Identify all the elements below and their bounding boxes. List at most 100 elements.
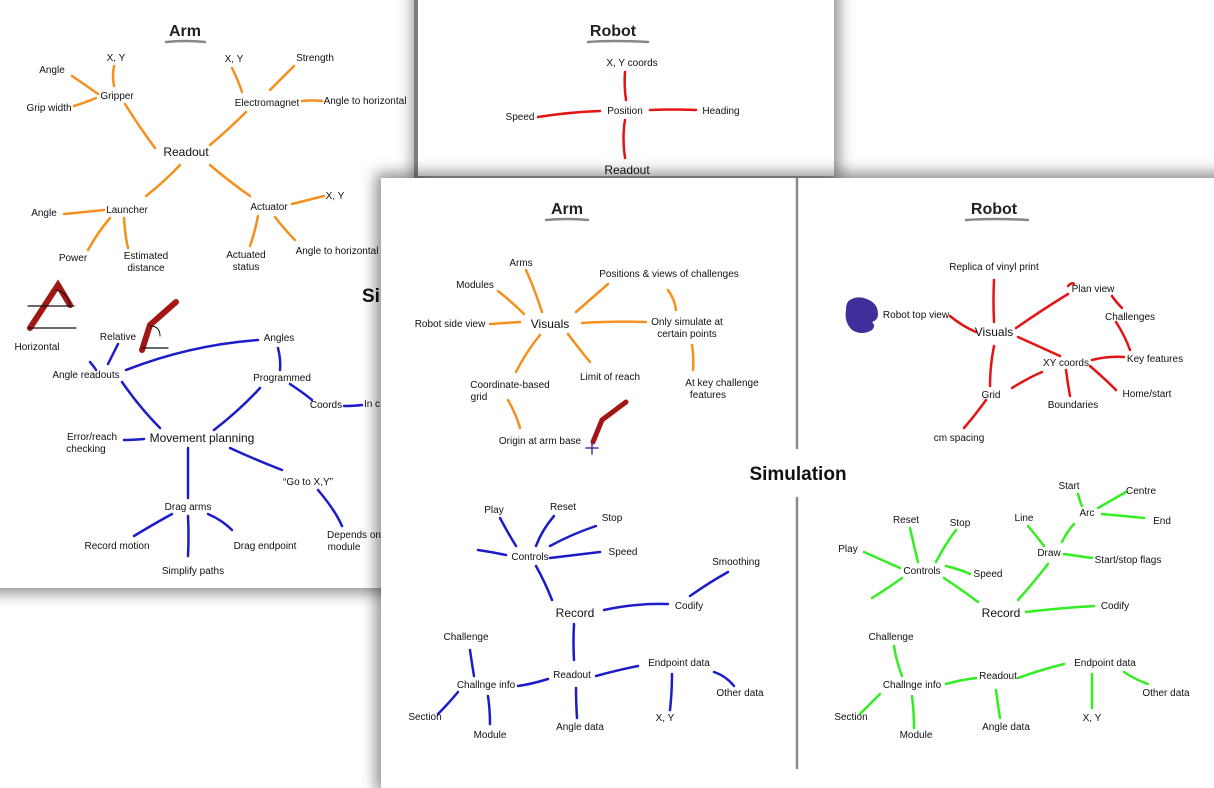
label: Drag endpoint [234, 541, 297, 552]
label: Angle to horizontal [324, 96, 407, 107]
position-branches [536, 70, 698, 160]
arm-title: Arm [551, 201, 583, 218]
readout-branches [62, 64, 326, 252]
label: Angle to horizontal [296, 246, 379, 257]
label: Centre [1126, 486, 1156, 497]
label: Heading [702, 106, 739, 117]
label: Plan view [1072, 284, 1116, 295]
label: Coordinate-based [470, 380, 550, 391]
label: X, Y [1083, 713, 1102, 724]
label: Angle data [982, 722, 1030, 733]
label: checking [66, 444, 105, 455]
label: Gripper [100, 91, 134, 102]
label: Endpoint data [1074, 658, 1136, 669]
label: Controls [511, 552, 548, 563]
label: Record [982, 606, 1021, 620]
label: distance [127, 263, 165, 274]
back-right-sheet: Robot X, Y coords Position Speed Heading… [418, 0, 834, 176]
label: Codify [675, 601, 703, 612]
label: Start/stop flags [1095, 555, 1162, 566]
label: X, Y [107, 53, 126, 64]
label: XY coords [1043, 358, 1089, 369]
sheet-title: Robot [590, 23, 637, 40]
partial-title: Si [362, 286, 380, 307]
label: Coords [310, 400, 342, 411]
label: Actuated [226, 250, 265, 261]
label: Smoothing [712, 557, 760, 568]
label: Other data [1142, 688, 1190, 699]
label: Boundaries [1048, 400, 1099, 411]
arm-record-labels: Record Controls Play Reset Stop Speed Sm… [408, 502, 764, 741]
label: Robot side view [415, 319, 486, 330]
label: Stop [602, 513, 623, 524]
label: Record [556, 606, 595, 620]
label: Angle [31, 208, 57, 219]
label: cm spacing [934, 433, 985, 444]
label: X, Y [326, 191, 345, 202]
label: In c [364, 399, 380, 410]
label: Line [1015, 513, 1034, 524]
arm-record-branches [436, 514, 736, 726]
label: At key challenge [685, 378, 759, 389]
arm-angle-sketch-icon [27, 279, 77, 331]
robot-record-branches [858, 490, 1150, 730]
center-title: Simulation [749, 464, 846, 485]
label: Grip width [26, 103, 71, 114]
label: Limit of reach [580, 372, 640, 383]
label: features [690, 390, 726, 401]
arm-origin-sketch-icon [585, 399, 629, 455]
label: Readout [604, 163, 650, 176]
label: Estimated [124, 251, 168, 262]
label: Replica of vinyl print [949, 262, 1039, 273]
label: Visuals [975, 325, 1013, 339]
robot-visual-branches [948, 278, 1132, 430]
label: Home/start [1123, 389, 1172, 400]
label: Relative [100, 332, 137, 343]
label: Drag arms [165, 502, 212, 513]
label: Modules [456, 280, 494, 291]
label: Movement planning [150, 431, 255, 445]
label: Simplify paths [162, 566, 224, 577]
label: module [328, 542, 361, 553]
label: Other data [716, 688, 764, 699]
label: Endpoint data [648, 658, 710, 669]
label: X, Y coords [606, 58, 657, 69]
label: Challnge info [883, 680, 942, 691]
label: Record motion [84, 541, 149, 552]
label: Reset [550, 502, 576, 513]
label: grid [471, 392, 488, 403]
label: Module [474, 730, 507, 741]
label: Play [484, 505, 503, 516]
robot-record-labels: Record Controls Reset Stop Play Speed Li… [834, 481, 1190, 741]
label: Key features [1127, 354, 1183, 365]
sheet-title: Arm [169, 23, 201, 40]
arm-visual-labels: Visuals Arms Modules Positions & views o… [415, 258, 759, 447]
label: Angles [264, 333, 295, 344]
label: Electromagnet [235, 98, 300, 109]
label: Module [900, 730, 933, 741]
label: Challenges [1105, 312, 1155, 323]
label: Start [1058, 481, 1079, 492]
label: End [1153, 516, 1171, 527]
label: Challenge [443, 632, 488, 643]
label: X, Y [225, 54, 244, 65]
label: Depends on [327, 530, 381, 541]
label: Only simulate at [651, 317, 723, 328]
label: Section [834, 712, 867, 723]
label: Launcher [106, 205, 148, 216]
label: Arms [509, 258, 532, 269]
label: Readout [553, 670, 591, 681]
front-sheet: Simulation Arm Robot Visuals Arms Module… [381, 178, 1214, 788]
label: Positions & views of challenges [599, 269, 739, 280]
label: Play [838, 544, 857, 555]
label: Visuals [531, 317, 569, 331]
label: Robot top view [883, 310, 950, 321]
arm-relative-sketch-icon [139, 299, 179, 353]
label: Codify [1101, 601, 1129, 612]
label: Challnge info [457, 680, 516, 691]
label: Position [607, 106, 643, 117]
label: Speed [609, 547, 638, 558]
robot-title: Robot [971, 201, 1018, 218]
label: X, Y [656, 713, 675, 724]
readout-labels: Readout Gripper X, Y Angle Grip width El… [26, 53, 406, 274]
